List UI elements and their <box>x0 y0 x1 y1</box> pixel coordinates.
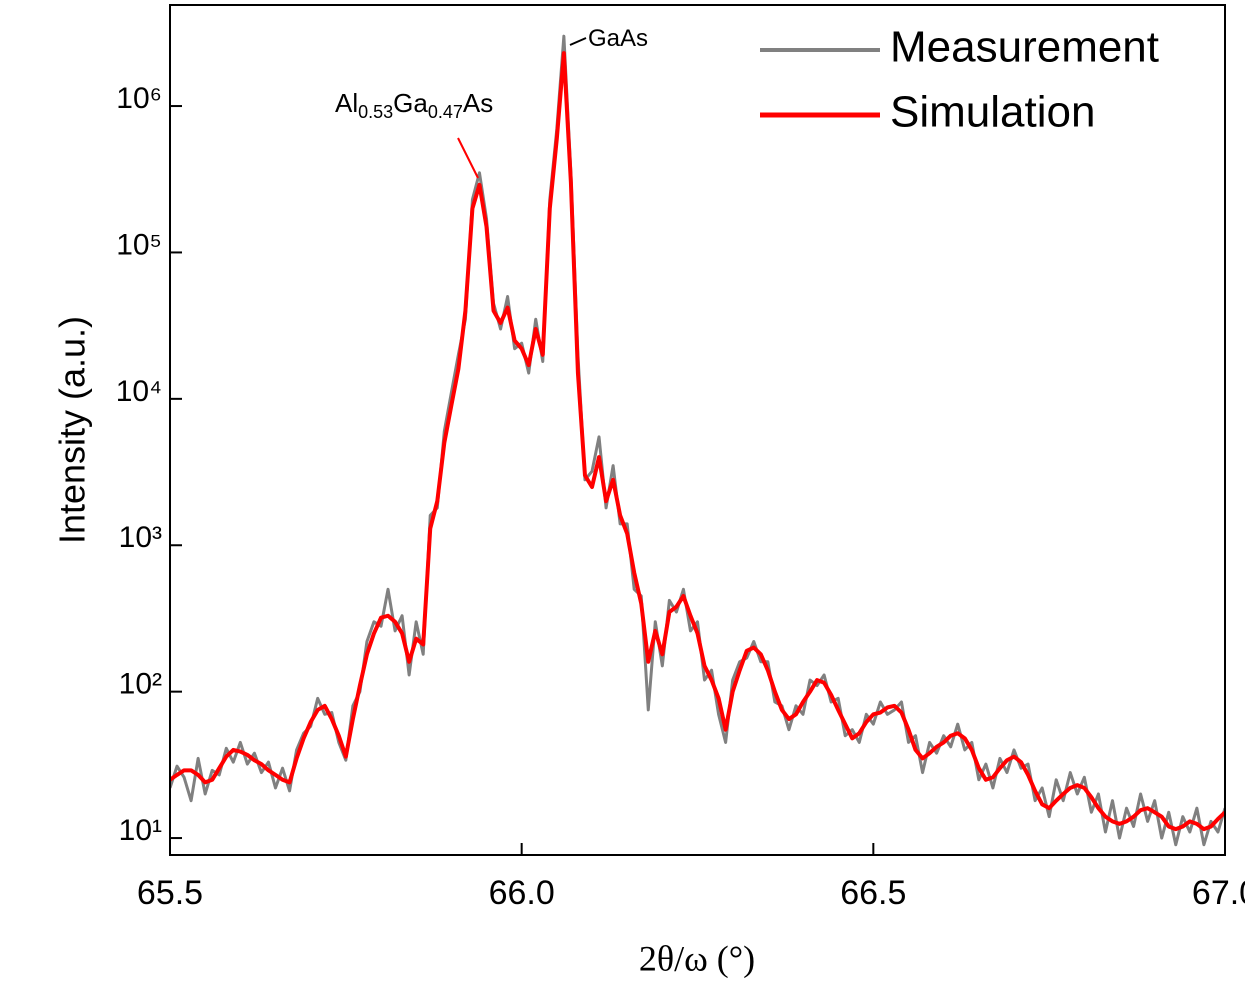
y-axis-label: Intensity (a.u.) <box>52 316 93 544</box>
annotation: Al0.53Ga0.47As <box>335 88 493 122</box>
y-tick-label: 10¹ <box>119 814 162 847</box>
y-tick-label: 10³ <box>119 521 162 554</box>
y-tick-label: 10⁴ <box>116 375 162 408</box>
annotation-text: GaAs <box>588 25 648 52</box>
y-tick-label: 10⁶ <box>116 82 162 115</box>
annotation-text: As <box>463 88 493 118</box>
legend-label: Simulation <box>890 88 1095 137</box>
y-tick-label: 10⁵ <box>116 228 162 261</box>
y-tick-label: 10² <box>119 668 162 701</box>
annotation-pointer <box>457 137 479 179</box>
data-line <box>170 51 1225 832</box>
plot-frame <box>169 4 1226 856</box>
annotation-text: Al <box>335 88 358 118</box>
annotation-text: 0.53 <box>358 102 393 122</box>
x-tick-label: 65.5 <box>137 874 203 912</box>
plot-area <box>170 34 1225 847</box>
x-axis-label: 2θ/ω (°) <box>639 938 755 978</box>
annotation-pointer <box>569 37 587 46</box>
x-tick-label: 66.0 <box>489 874 555 912</box>
legend-label: Measurement <box>890 23 1159 72</box>
data-line <box>170 34 1225 847</box>
annotation: GaAs <box>588 25 648 52</box>
x-tick-label: 66.5 <box>840 874 906 912</box>
x-tick-label: 67.0 <box>1192 874 1245 912</box>
annotation-text: 0.47 <box>428 102 463 122</box>
annotation-text: Ga <box>393 88 428 118</box>
